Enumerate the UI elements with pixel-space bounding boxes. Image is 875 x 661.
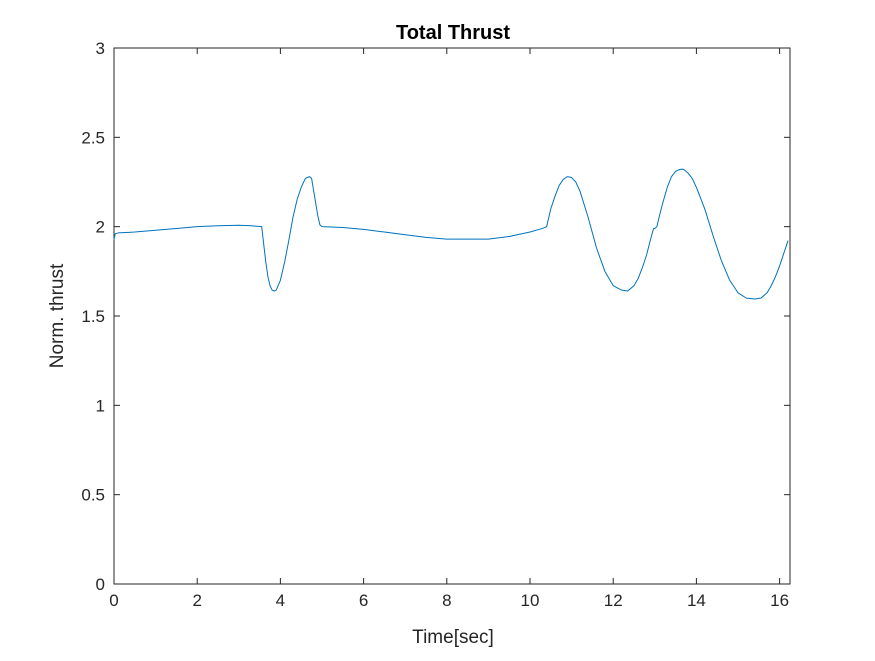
x-tick-label: 10 xyxy=(521,591,540,610)
y-tick-label: 1.5 xyxy=(81,307,105,326)
axes-frame xyxy=(113,47,791,585)
x-tick-label: 4 xyxy=(276,591,285,610)
chart-title: Total Thrust xyxy=(396,22,510,44)
x-axis-label: Time[sec] xyxy=(412,627,494,648)
y-tick-label: 2.5 xyxy=(81,128,105,147)
x-tick-label: 8 xyxy=(442,591,451,610)
axes-box xyxy=(113,47,791,585)
series-line xyxy=(113,168,789,300)
y-tick-label: 0.5 xyxy=(81,486,105,505)
y-tick-label: 1 xyxy=(96,396,105,415)
x-tick-label: 0 xyxy=(109,591,118,610)
plot-area xyxy=(113,168,789,300)
y-tick-label: 2 xyxy=(96,218,105,237)
x-tick-label: 12 xyxy=(604,591,623,610)
x-axis: 0 2 4 6 8 10 12 14 16 xyxy=(109,48,789,610)
x-tick-label: 6 xyxy=(359,591,368,610)
y-axis-label: Norm. thrust xyxy=(47,263,68,368)
x-tick-label: 14 xyxy=(687,591,706,610)
y-axis: 0 0.5 1 1.5 2 2.5 3 xyxy=(81,39,790,594)
y-tick-label: 3 xyxy=(96,39,105,58)
x-tick-label: 16 xyxy=(770,591,789,610)
y-tick-label: 0 xyxy=(96,575,105,594)
x-tick-label: 2 xyxy=(192,591,201,610)
